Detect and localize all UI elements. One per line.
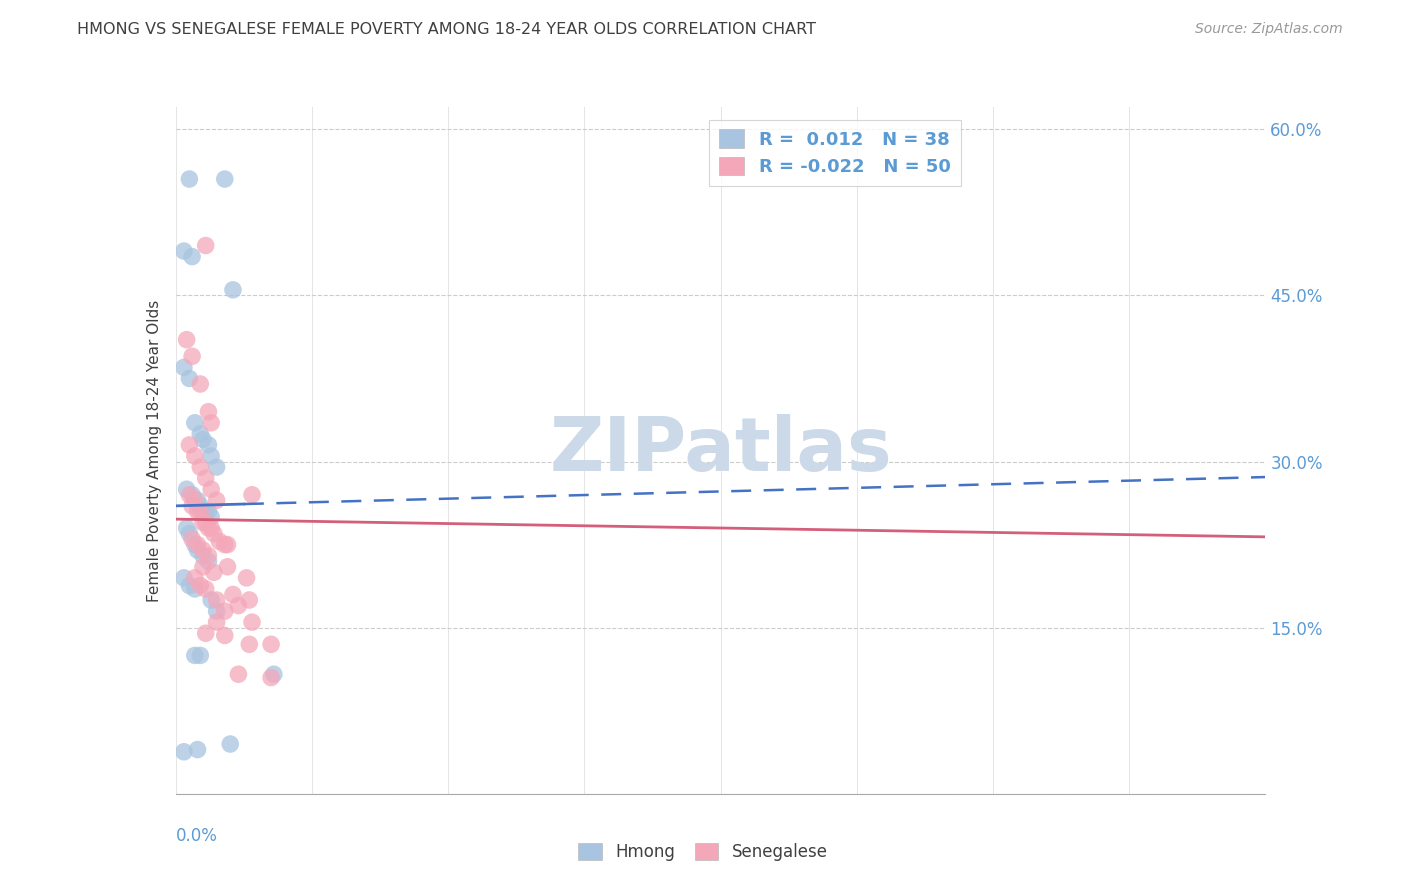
Point <box>176 521 198 535</box>
Point <box>188 579 211 593</box>
Point <box>191 549 214 563</box>
Point <box>222 283 245 297</box>
Point <box>191 559 214 574</box>
Point <box>214 538 236 552</box>
Point <box>184 493 207 508</box>
Point <box>194 626 217 640</box>
Point <box>173 571 195 585</box>
Point <box>208 534 231 549</box>
Point <box>263 667 285 681</box>
Point <box>176 482 198 496</box>
Point <box>222 587 245 601</box>
Point <box>240 615 263 630</box>
Point <box>179 579 201 593</box>
Point <box>228 599 250 613</box>
Point <box>205 493 228 508</box>
Point <box>181 499 204 513</box>
Point <box>194 504 217 518</box>
Point <box>197 521 219 535</box>
Point <box>228 667 250 681</box>
Point <box>194 516 217 530</box>
Text: 0.0%: 0.0% <box>176 827 218 845</box>
Point <box>235 571 257 585</box>
Point <box>205 604 228 618</box>
Point <box>197 438 219 452</box>
Text: HMONG VS SENEGALESE FEMALE POVERTY AMONG 18-24 YEAR OLDS CORRELATION CHART: HMONG VS SENEGALESE FEMALE POVERTY AMONG… <box>77 22 817 37</box>
Point <box>173 745 195 759</box>
Point <box>219 737 242 751</box>
Point <box>188 499 211 513</box>
Point <box>194 471 217 485</box>
Point <box>184 582 207 596</box>
Point <box>176 333 198 347</box>
Legend: Hmong, Senegalese: Hmong, Senegalese <box>572 836 834 868</box>
Point <box>179 488 201 502</box>
Point <box>173 360 195 375</box>
Point <box>194 238 217 252</box>
Point <box>217 559 239 574</box>
Point <box>188 376 211 391</box>
Point <box>184 449 207 463</box>
Point <box>205 460 228 475</box>
Point <box>181 488 204 502</box>
Point <box>179 371 201 385</box>
Point <box>191 504 214 518</box>
Y-axis label: Female Poverty Among 18-24 Year Olds: Female Poverty Among 18-24 Year Olds <box>146 300 162 601</box>
Point <box>179 172 201 186</box>
Point <box>200 521 222 535</box>
Point <box>200 416 222 430</box>
Point <box>214 604 236 618</box>
Point <box>188 504 211 518</box>
Point <box>186 742 209 756</box>
Point <box>179 438 201 452</box>
Point <box>214 628 236 642</box>
Point <box>184 538 207 552</box>
Point <box>202 526 225 541</box>
Legend: R =  0.012   N = 38, R = -0.022   N = 50: R = 0.012 N = 38, R = -0.022 N = 50 <box>709 120 960 186</box>
Point <box>238 637 260 651</box>
Point <box>260 637 283 651</box>
Point <box>191 516 214 530</box>
Point <box>186 493 209 508</box>
Point <box>205 615 228 630</box>
Point <box>184 571 207 585</box>
Point <box>238 593 260 607</box>
Point <box>260 671 283 685</box>
Point <box>181 349 204 363</box>
Point <box>173 244 195 258</box>
Point <box>240 488 263 502</box>
Point <box>200 482 222 496</box>
Point <box>181 250 204 264</box>
Point <box>186 504 209 518</box>
Point <box>194 582 217 596</box>
Point <box>200 593 222 607</box>
Point <box>188 426 211 441</box>
Point <box>186 543 209 558</box>
Point <box>205 593 228 607</box>
Point <box>184 416 207 430</box>
Point <box>197 554 219 568</box>
Point <box>197 405 219 419</box>
Point <box>191 433 214 447</box>
Point <box>181 532 204 546</box>
Point <box>214 172 236 186</box>
Point <box>186 538 209 552</box>
Point <box>202 566 225 580</box>
Point <box>191 543 214 558</box>
Point <box>197 504 219 518</box>
Point <box>188 648 211 663</box>
Point <box>184 648 207 663</box>
Point <box>179 526 201 541</box>
Point <box>188 460 211 475</box>
Point <box>217 538 239 552</box>
Point <box>200 449 222 463</box>
Text: Source: ZipAtlas.com: Source: ZipAtlas.com <box>1195 22 1343 37</box>
Text: ZIPatlas: ZIPatlas <box>550 414 891 487</box>
Point <box>197 549 219 563</box>
Point <box>200 510 222 524</box>
